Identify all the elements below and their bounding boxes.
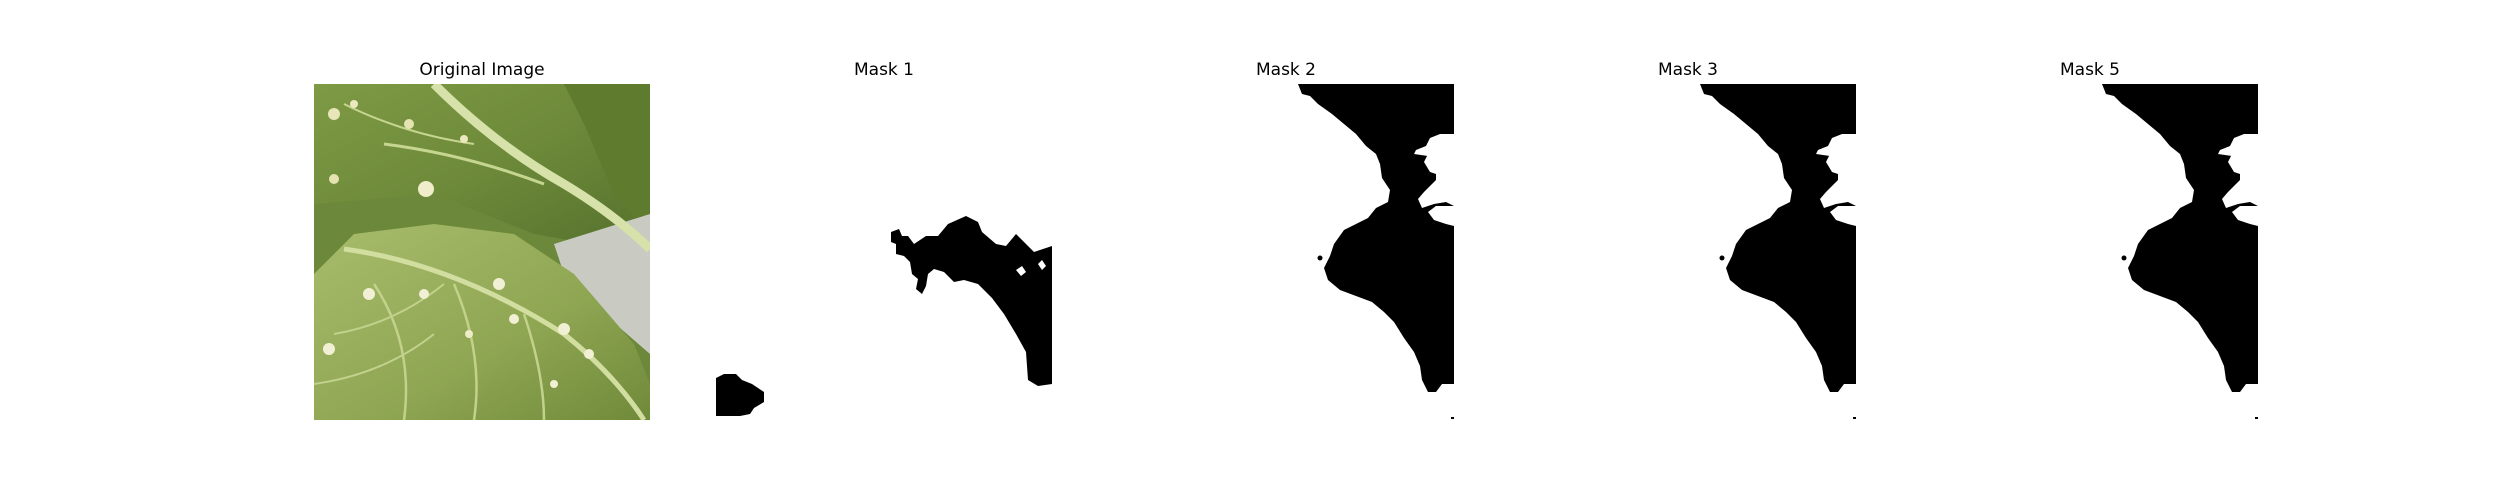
mask-3-main-region [1700, 84, 1856, 392]
mask-3-white-notch-top [1826, 134, 1856, 176]
mask-3-speck [1719, 255, 1725, 261]
mask-5-white-notch-mid [2232, 206, 2258, 226]
mask-2-panel [1118, 84, 1454, 420]
mask-2-speck [1317, 255, 1323, 261]
panel-title-mask-1: Mask 1 [853, 60, 914, 80]
mask-5-main-region [2102, 84, 2258, 392]
leaf-photo-image [314, 84, 650, 420]
mask-3-panel [1520, 84, 1856, 420]
mask-2-main-region [1298, 84, 1454, 392]
mask-5-image [1922, 84, 2258, 420]
mask-2-white-notch-top [1424, 134, 1454, 176]
mask-5-panel [1922, 84, 2258, 420]
panel-title-mask-3: Mask 3 [1657, 60, 1718, 80]
panel-title-mask-2: Mask 2 [1255, 60, 1316, 80]
mask-2-white-notch-mid [1428, 206, 1454, 226]
mask-1-panel [716, 84, 1052, 420]
mask-2-image [1118, 84, 1454, 420]
mask-1-main-region [891, 216, 1052, 386]
mask-5-speck [2121, 255, 2127, 261]
original-image-panel [314, 84, 650, 420]
mask-1-image [716, 84, 1052, 420]
panel-title-mask-5: Mask 5 [2059, 60, 2120, 80]
mask-5-white-notch-top [2228, 134, 2258, 176]
mask-3-white-notch-mid [1830, 206, 1856, 226]
mask-3-image [1520, 84, 1856, 420]
panel-title-original-image: Original Image [419, 60, 545, 80]
mask-1-lower-left-region [716, 374, 764, 416]
